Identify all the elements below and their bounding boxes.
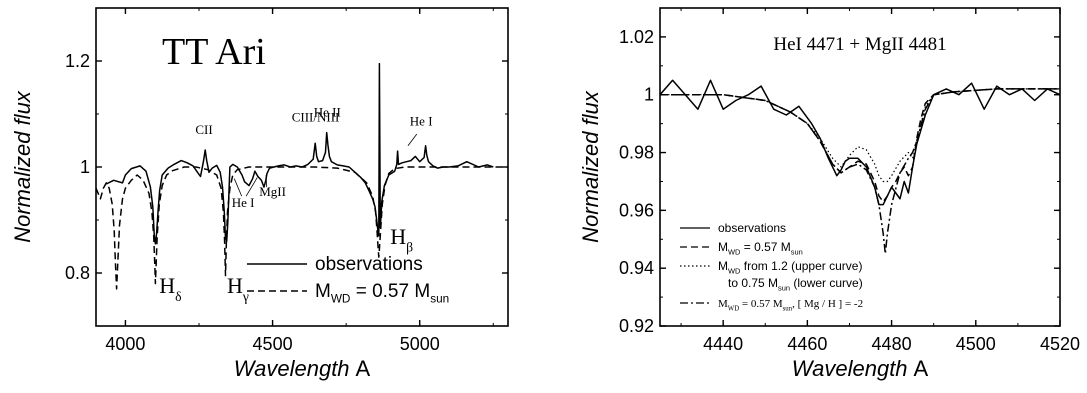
dashed-model-line <box>96 166 508 290</box>
dashed-model-line <box>660 88 1060 203</box>
legend-label-line2-part: to 0.75 M <box>728 276 778 290</box>
series-group <box>660 79 1060 255</box>
chart-title: TT Ari <box>162 31 266 73</box>
observations-line <box>660 79 1060 206</box>
legend-label-part: = 0.57 M <box>740 240 790 254</box>
legend-label-observations: observations <box>315 254 423 275</box>
leader-line <box>245 177 258 197</box>
legend-label: MWD from 1.2 (upper curve) <box>718 259 862 276</box>
legend-label-part: sun <box>791 248 803 257</box>
legend-label: MWD = 0.57 Msun <box>718 240 803 257</box>
legend-label-model-part: M <box>315 281 331 302</box>
x-tick-label: 4520 <box>1040 334 1080 354</box>
legend-label-line2-part: (lower curve) <box>790 276 863 290</box>
x-tick-label: 4500 <box>956 334 996 354</box>
balmer-label: Hβ <box>390 224 413 255</box>
x-axis-unit: A <box>356 356 371 381</box>
legend-label-model: MWD = 0.57 Msun <box>315 281 449 306</box>
dashdot-model-line <box>660 88 1060 255</box>
x-tick-label: 4440 <box>703 334 743 354</box>
balmer-label-base: H <box>159 273 175 298</box>
balmer-label-sub: δ <box>175 289 181 304</box>
legend-label-part: sun <box>783 305 793 312</box>
x-axis-label-text: Wavelength <box>234 356 350 381</box>
y-tick-label: 0.96 <box>619 200 654 220</box>
balmer-label: Hδ <box>159 273 181 304</box>
x-axis-label: Wavelength A <box>792 356 929 381</box>
y-tick-label: 1.2 <box>65 51 90 71</box>
line-annotation: He I <box>232 195 255 210</box>
y-tick-label: 0.92 <box>619 316 654 336</box>
balmer-label-sub: γ <box>242 289 249 304</box>
y-tick-label: 0.8 <box>65 263 90 283</box>
dotted-model-line <box>660 88 1060 183</box>
line-annotation: He II <box>314 105 341 120</box>
line-annotation: CII <box>195 122 212 137</box>
legend-label-part: M <box>718 298 728 310</box>
legend-label-part: , [ Mg / H ] = -2 <box>792 298 863 310</box>
balmer-label-sub: β <box>406 240 413 255</box>
y-tick-label: 0.98 <box>619 143 654 163</box>
legend-label-model-part: = 0.57 M <box>350 281 430 302</box>
x-axis-label-text: Wavelength <box>792 356 908 381</box>
balmer-label-base: H <box>227 273 243 298</box>
legend-label-part: WD <box>728 305 739 312</box>
x-tick-label: 4460 <box>787 334 827 354</box>
y-axis-label: Normalized flux <box>578 90 603 243</box>
legend-label-part: = 0.57 M <box>739 298 783 310</box>
x-axis-unit: A <box>914 356 929 381</box>
legend-label: observations <box>718 221 786 235</box>
line-annotation: He I <box>410 114 433 129</box>
y-axis-label: Normalized flux <box>10 90 35 243</box>
x-tick-label: 4480 <box>872 334 912 354</box>
legend-label-part: from 1.2 (upper curve) <box>740 259 862 273</box>
legend-label-line2: to 0.75 Msun (lower curve) <box>728 276 863 293</box>
left-chart: 4000 4500 5000 0.8 1 1.2 Wavelength A Normalized… <box>10 7 509 381</box>
y-tick-label: 1.02 <box>619 27 654 47</box>
leader-line <box>265 174 268 188</box>
plot-frame <box>659 7 1061 327</box>
x-tick-label: 4000 <box>105 334 145 354</box>
legend-label-model-part: sun <box>430 293 449 306</box>
legend-label: MWD = 0.57 Msun, [ Mg / H ] = -2 <box>718 298 863 312</box>
legend-label-part: M <box>718 240 728 254</box>
balmer-label-base: H <box>390 224 406 249</box>
series-group <box>96 62 508 290</box>
observations-line <box>105 62 494 245</box>
y-tick-label: 1 <box>644 85 654 105</box>
x-axis-label: Wavelength A <box>234 356 371 381</box>
legend-label-part: M <box>718 259 728 273</box>
legend-label-model-part: WD <box>331 293 351 306</box>
balmer-label: Hγ <box>227 273 249 304</box>
leader-line <box>233 178 243 197</box>
line-annotation: CIII/NIII <box>292 109 340 124</box>
y-tick-label: 1 <box>80 157 90 177</box>
legend-label-part: WD <box>728 267 741 276</box>
y-tick-label: 0.94 <box>619 258 654 278</box>
right-chart: 4440 4460 4480 4500 4520 0.92 0.94 0.96 0.98 1 1.0… <box>578 7 1080 381</box>
line-annotation: MgII <box>259 184 286 199</box>
x-tick-label: 5000 <box>400 334 440 354</box>
leader-line <box>407 133 418 147</box>
x-tick-label: 4500 <box>253 334 293 354</box>
legend-label-line2-part: sun <box>778 284 790 293</box>
chart-title: HeI 4471 + MgII 4481 <box>773 34 946 55</box>
legend-label-part: WD <box>728 248 741 257</box>
